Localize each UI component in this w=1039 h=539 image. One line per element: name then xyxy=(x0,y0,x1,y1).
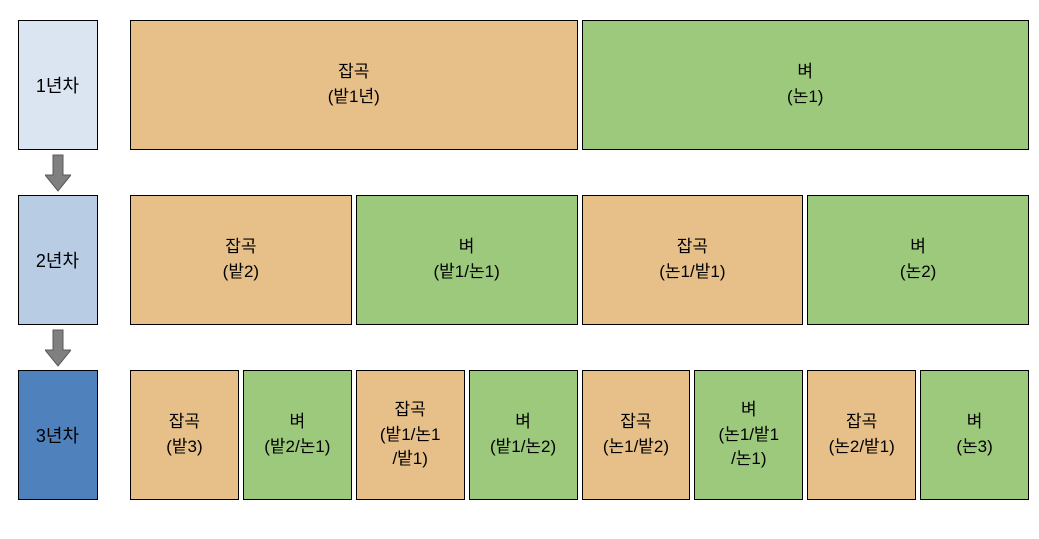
year-label: 3년차 xyxy=(18,370,98,500)
year-row: 1년차잡곡(밭1년)벼(논1) xyxy=(10,20,1029,150)
bar-column: 잡곡(밭1년)벼(논1) xyxy=(105,20,1029,150)
segment: 벼(논1/밭1 /논1) xyxy=(694,370,803,500)
segment-subtitle: (논1/밭1 /논1) xyxy=(719,423,780,472)
segment-subtitle: (논2/밭1) xyxy=(829,435,895,460)
segment-title: 벼 xyxy=(741,398,757,423)
segment-title: 잡곡 xyxy=(169,410,200,435)
segment: 잡곡(논2/밭1) xyxy=(807,370,916,500)
segment: 벼(논1) xyxy=(582,20,1030,150)
segment-subtitle: (밭2) xyxy=(223,260,259,285)
label-column: 3년차 xyxy=(10,370,105,500)
arrow-row xyxy=(10,150,1029,195)
segment-title: 벼 xyxy=(459,235,475,260)
arrow-holder xyxy=(10,328,105,368)
segment-subtitle: (논1/밭2) xyxy=(603,435,669,460)
segment-title: 벼 xyxy=(515,410,531,435)
segment-title: 잡곡 xyxy=(846,410,877,435)
segment: 잡곡(논1/밭2) xyxy=(582,370,691,500)
segment: 벼(밭1/논1) xyxy=(356,195,578,325)
down-arrow-icon xyxy=(45,328,71,368)
segment-subtitle: (밭3) xyxy=(166,435,202,460)
segment-title: 잡곡 xyxy=(395,398,426,423)
segment-subtitle: (밭1/논1 /밭1) xyxy=(380,423,441,472)
segment-subtitle: (밭2/논1) xyxy=(264,435,330,460)
segment: 잡곡(밭1년) xyxy=(130,20,578,150)
year-row: 3년차잡곡(밭3)벼(밭2/논1)잡곡(밭1/논1 /밭1)벼(밭1/논2)잡곡… xyxy=(10,370,1029,500)
arrow-row xyxy=(10,325,1029,370)
year-label: 2년차 xyxy=(18,195,98,325)
arrow-holder xyxy=(10,153,105,193)
crop-rotation-diagram: 1년차잡곡(밭1년)벼(논1)2년차잡곡(밭2)벼(밭1/논1)잡곡(논1/밭1… xyxy=(10,20,1029,500)
label-column: 2년차 xyxy=(10,195,105,325)
segment-subtitle: (논2) xyxy=(900,260,936,285)
segment-title: 벼 xyxy=(797,60,813,85)
segment: 잡곡(논1/밭1) xyxy=(582,195,804,325)
segment-subtitle: (논1) xyxy=(787,85,823,110)
segment: 벼(논2) xyxy=(807,195,1029,325)
down-arrow-icon xyxy=(45,153,71,193)
segment: 벼(밭2/논1) xyxy=(243,370,352,500)
segment-title: 벼 xyxy=(967,410,983,435)
segment-title: 잡곡 xyxy=(338,60,369,85)
segment: 잡곡(밭3) xyxy=(130,370,239,500)
year-label: 1년차 xyxy=(18,20,98,150)
segment: 벼(밭1/논2) xyxy=(469,370,578,500)
segment-title: 벼 xyxy=(910,235,926,260)
bar-column: 잡곡(밭3)벼(밭2/논1)잡곡(밭1/논1 /밭1)벼(밭1/논2)잡곡(논1… xyxy=(105,370,1029,500)
segment: 잡곡(밭1/논1 /밭1) xyxy=(356,370,465,500)
segment-subtitle: (논1/밭1) xyxy=(659,260,725,285)
segment-title: 잡곡 xyxy=(225,235,256,260)
segment-subtitle: (밭1년) xyxy=(328,85,380,110)
segment-subtitle: (논3) xyxy=(956,435,992,460)
segment-title: 벼 xyxy=(289,410,305,435)
segment-subtitle: (밭1/논2) xyxy=(490,435,556,460)
label-column: 1년차 xyxy=(10,20,105,150)
segment-title: 잡곡 xyxy=(620,410,651,435)
segment: 잡곡(밭2) xyxy=(130,195,352,325)
segment-title: 잡곡 xyxy=(677,235,708,260)
segment: 벼(논3) xyxy=(920,370,1029,500)
segment-subtitle: (밭1/논1) xyxy=(434,260,500,285)
year-row: 2년차잡곡(밭2)벼(밭1/논1)잡곡(논1/밭1)벼(논2) xyxy=(10,195,1029,325)
bar-column: 잡곡(밭2)벼(밭1/논1)잡곡(논1/밭1)벼(논2) xyxy=(105,195,1029,325)
